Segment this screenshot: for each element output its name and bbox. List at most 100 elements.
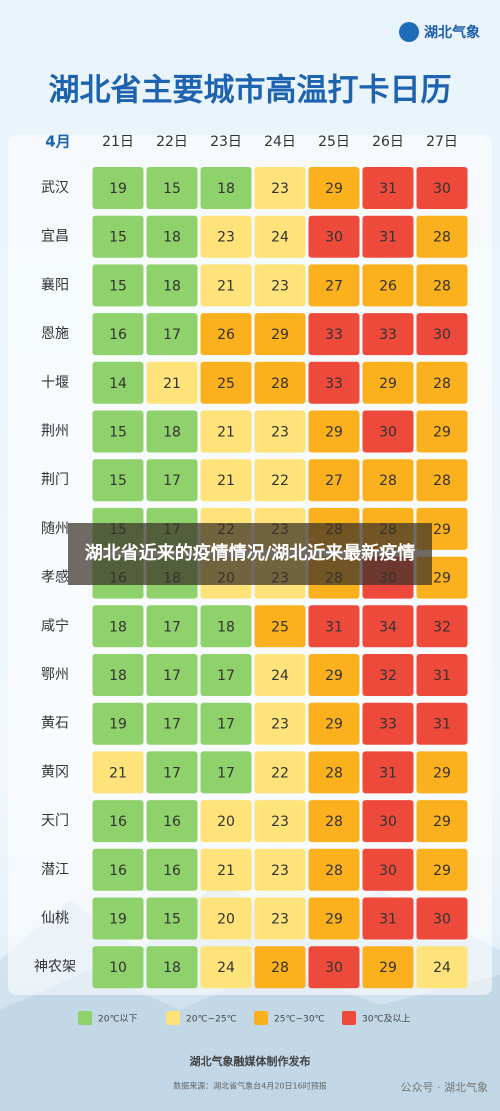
cell-bg <box>92 459 144 502</box>
cell-value: 21 <box>217 425 235 441</box>
legend-label: 20℃以下 <box>98 1015 138 1025</box>
cell-bg <box>308 410 360 453</box>
cell-bg <box>308 605 360 648</box>
cell-value: 25 <box>217 376 235 392</box>
cell-bg <box>146 654 198 696</box>
cell-bg <box>146 410 198 453</box>
cell-value: 16 <box>163 814 181 830</box>
publisher: 湖北气象融媒体制作发布 <box>190 1054 311 1068</box>
cell-bg <box>308 800 360 843</box>
cell-value: 21 <box>217 473 235 489</box>
legend-swatch <box>254 1011 268 1025</box>
cell-bg <box>254 946 306 989</box>
cell-bg <box>92 702 144 745</box>
cell-value: 28 <box>433 473 451 489</box>
city-label: 荆州 <box>41 424 69 440</box>
cell-value: 33 <box>379 717 397 733</box>
cell-value: 27 <box>325 278 343 294</box>
cell-bg <box>308 751 360 794</box>
cell-bg <box>416 800 468 843</box>
cell-value: 18 <box>109 668 127 684</box>
cell-value: 28 <box>271 376 289 392</box>
mountains <box>0 965 500 1111</box>
cell-bg <box>200 848 252 891</box>
cell-bg <box>416 215 468 258</box>
city-label: 孝感 <box>41 569 69 586</box>
cell-bg <box>308 702 360 745</box>
city-label: 咸宁 <box>41 617 69 634</box>
cell-value: 21 <box>163 376 181 392</box>
cell-value: 23 <box>271 814 289 830</box>
cell-value: 16 <box>163 863 181 879</box>
column-header: 22日 <box>156 134 188 150</box>
cell-bg <box>146 361 198 404</box>
cell-value: 29 <box>325 717 343 733</box>
cell-bg <box>416 605 468 648</box>
cell-value: 29 <box>433 571 451 587</box>
cell-value: 20 <box>217 912 235 928</box>
cell-bg <box>254 361 306 404</box>
cell-value: 29 <box>433 765 451 781</box>
cell-bg <box>254 848 306 891</box>
cell-bg <box>200 654 252 696</box>
cell-value: 24 <box>271 230 289 246</box>
cell-value: 16 <box>109 863 127 879</box>
cell-bg <box>146 167 198 209</box>
cell-value: 15 <box>163 181 181 197</box>
column-header: 26日 <box>372 134 404 150</box>
column-header: 23日 <box>210 134 242 150</box>
cell-value: 24 <box>433 960 451 976</box>
cell-bg <box>254 313 306 356</box>
cell-value: 29 <box>325 425 343 441</box>
cell-value: 29 <box>325 912 343 928</box>
cell-bg <box>200 459 252 502</box>
cell-value: 17 <box>163 765 181 781</box>
legend-label: 30℃及以上 <box>362 1014 411 1025</box>
cell-bg <box>416 410 468 453</box>
cell-bg <box>362 946 414 989</box>
cell-value: 23 <box>271 912 289 928</box>
cell-bg <box>362 654 414 696</box>
cell-value: 19 <box>109 717 127 733</box>
cell-bg <box>92 361 144 404</box>
cell-value: 23 <box>271 181 289 197</box>
cell-bg <box>146 215 198 258</box>
cell-bg <box>362 800 414 843</box>
cell-bg <box>92 654 144 696</box>
cell-bg <box>416 361 468 404</box>
cell-value: 33 <box>325 327 343 343</box>
cell-bg <box>416 654 468 696</box>
cell-value: 28 <box>433 278 451 294</box>
cell-value: 22 <box>271 473 289 489</box>
cell-value: 31 <box>325 619 343 635</box>
cell-value: 17 <box>217 668 235 684</box>
cell-bg <box>92 264 144 307</box>
cell-value: 18 <box>163 230 181 246</box>
cell-bg <box>200 167 252 209</box>
cell-value: 18 <box>217 181 235 197</box>
corner: 4月 <box>45 133 70 151</box>
cell-bg <box>92 605 144 648</box>
cell-bg <box>146 313 198 356</box>
cell-value: 14 <box>109 376 127 392</box>
city-label: 随州 <box>41 521 69 537</box>
cell-value: 20 <box>217 814 235 830</box>
cell-value: 30 <box>433 912 451 928</box>
source: 数据来源：湖北省气象台4月20日16时预报 <box>173 1081 326 1091</box>
city-label: 襄阳 <box>41 277 69 293</box>
cell-value: 17 <box>163 619 181 635</box>
cell-value: 28 <box>325 814 343 830</box>
cell-bg <box>146 897 198 940</box>
cell-value: 23 <box>271 863 289 879</box>
cell-bg <box>254 167 306 209</box>
cell-bg <box>146 702 198 745</box>
cell-bg <box>146 848 198 891</box>
cell-bg <box>254 654 306 696</box>
cell-value: 18 <box>163 278 181 294</box>
cell-bg <box>254 215 306 258</box>
cell-bg <box>416 751 468 794</box>
legend-label: 25℃~30℃ <box>274 1015 325 1025</box>
cell-bg <box>92 751 144 794</box>
column-header: 27日 <box>426 134 458 150</box>
